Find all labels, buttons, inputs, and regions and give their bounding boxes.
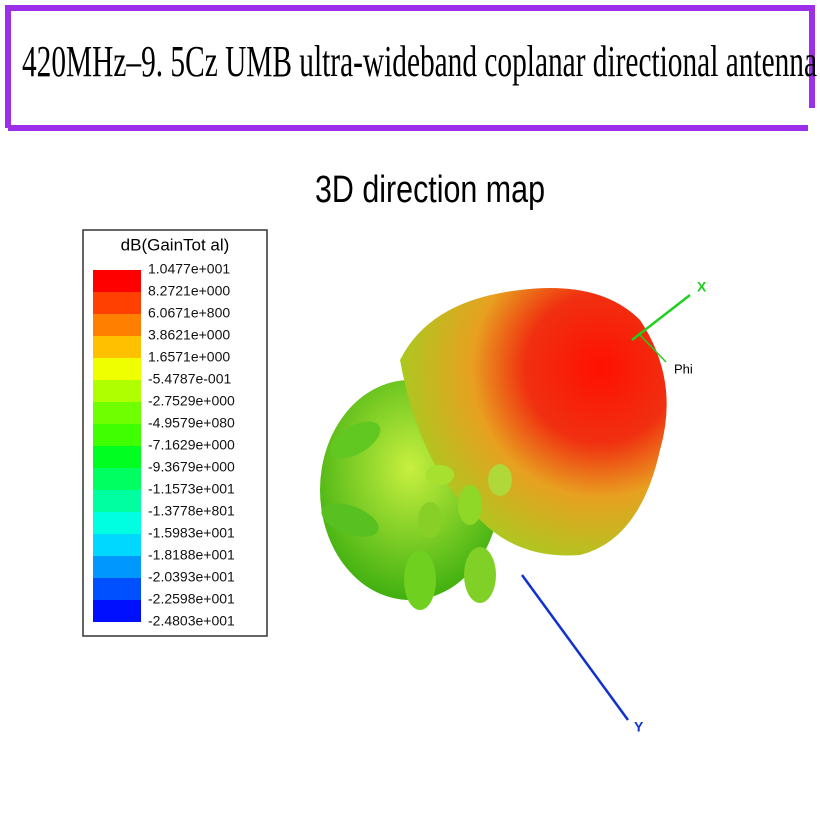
legend-label: -2.2598e+001 — [148, 591, 235, 607]
legend-label: -5.4787e-001 — [148, 371, 232, 387]
legend-label: -9.3679e+000 — [148, 459, 235, 475]
legend-swatch — [93, 358, 141, 380]
legend-swatch — [93, 314, 141, 336]
legend-label: 8.2721e+000 — [148, 283, 230, 299]
legend-swatch — [93, 424, 141, 446]
legend-label: 3.8621e+000 — [148, 327, 230, 343]
legend-label: -4.9579e+080 — [148, 415, 235, 431]
legend-swatch — [93, 336, 141, 358]
legend-label: -1.3778e+801 — [148, 503, 235, 519]
legend-label: -2.0393e+001 — [148, 569, 235, 585]
legend-label: -1.1573e+001 — [148, 481, 235, 497]
legend-label: -1.5983e+001 — [148, 525, 235, 541]
legend-label: -2.4803e+001 — [148, 613, 235, 629]
legend-swatch — [93, 556, 141, 578]
legend-label: 1.6571e+000 — [148, 349, 230, 365]
legend-swatch — [93, 490, 141, 512]
legend-title: dB(GainTot al) — [121, 235, 230, 254]
legend-label: 6.0671e+800 — [148, 305, 230, 321]
axis-y-label: Y — [634, 719, 644, 735]
axes: X Phi Y — [520, 279, 707, 735]
legend: 1.0477e+001 8.2721e+000 6.0671e+800 3.8621e… — [93, 261, 235, 629]
legend-swatch — [93, 578, 141, 600]
legend-swatch — [93, 292, 141, 314]
legend-swatch — [93, 402, 141, 424]
legend-swatch — [93, 270, 141, 292]
axis-x-label: X — [697, 279, 707, 295]
legend-swatch — [93, 380, 141, 402]
legend-swatch — [93, 468, 141, 490]
map-title: 3D direction map — [315, 169, 545, 211]
legend-swatch — [93, 446, 141, 468]
legend-swatch — [93, 512, 141, 534]
legend-label: -2.7529e+000 — [148, 393, 235, 409]
legend-label: -7.1629e+000 — [148, 437, 235, 453]
legend-swatch — [93, 534, 141, 556]
legend-label: 1.0477e+001 — [148, 261, 230, 277]
legend-swatch — [93, 600, 141, 622]
legend-label: -1.8188e+001 — [148, 547, 235, 563]
header-title: 420MHz–9. 5Cz UMB ultra-wideband coplana… — [22, 37, 817, 86]
radiation-pattern — [320, 288, 667, 610]
axis-phi-label: Phi — [674, 361, 693, 376]
header-frame — [5, 5, 815, 131]
